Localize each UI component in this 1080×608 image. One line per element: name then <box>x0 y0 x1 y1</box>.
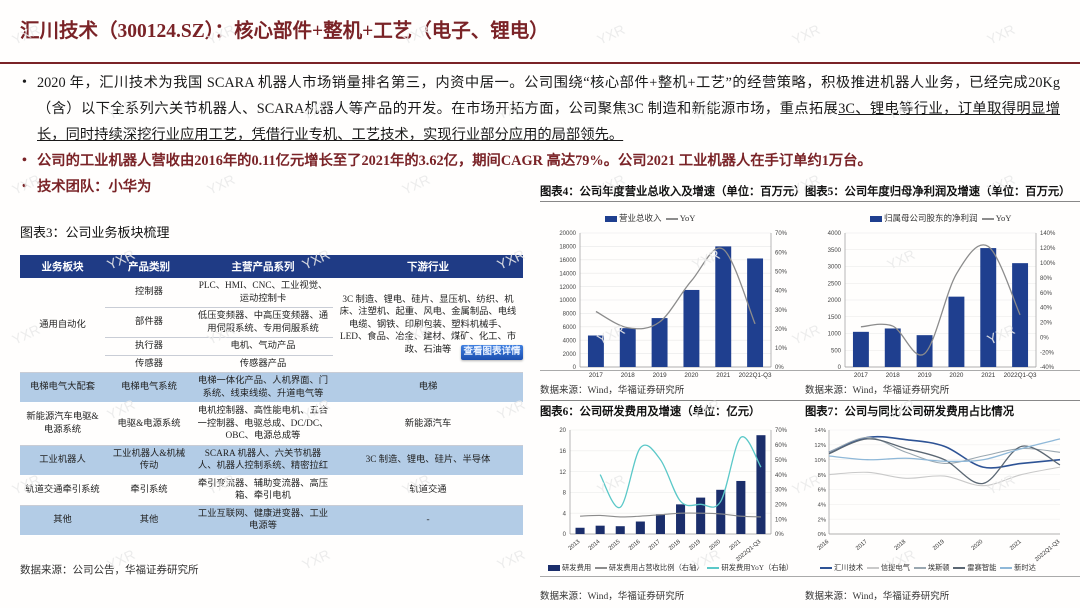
svg-text:20000: 20000 <box>559 231 576 237</box>
svg-text:30%: 30% <box>775 308 788 314</box>
svg-text:20: 20 <box>559 428 566 434</box>
svg-text:2013: 2013 <box>568 539 582 552</box>
svg-text:2500: 2500 <box>828 281 842 287</box>
svg-text:20%: 20% <box>775 502 788 508</box>
svg-text:20%: 20% <box>1040 321 1053 327</box>
svg-text:0%: 0% <box>775 365 784 371</box>
svg-text:40%: 40% <box>1040 306 1053 312</box>
svg-text:0%: 0% <box>818 532 826 538</box>
svg-text:2022Q1-Q3: 2022Q1-Q3 <box>1004 372 1037 379</box>
svg-text:2021: 2021 <box>981 372 996 379</box>
svg-text:1500: 1500 <box>828 315 842 321</box>
svg-text:500: 500 <box>831 348 842 354</box>
svg-text:8%: 8% <box>818 473 826 479</box>
svg-text:12000: 12000 <box>559 285 576 291</box>
svg-text:30%: 30% <box>775 488 788 494</box>
svg-text:10000: 10000 <box>559 298 576 304</box>
svg-text:2017: 2017 <box>589 372 604 379</box>
svg-text:2019: 2019 <box>932 539 946 552</box>
svg-text:140%: 140% <box>1040 231 1056 237</box>
svg-text:2000: 2000 <box>828 298 842 304</box>
svg-text:10%: 10% <box>775 346 788 352</box>
svg-text:2015: 2015 <box>608 539 622 552</box>
svg-text:60%: 60% <box>775 250 788 256</box>
svg-text:2017: 2017 <box>854 372 869 379</box>
svg-text:14%: 14% <box>814 428 826 434</box>
svg-text:1000: 1000 <box>828 332 842 338</box>
svg-text:2018: 2018 <box>668 539 682 552</box>
svg-text:2018: 2018 <box>886 372 901 379</box>
svg-text:3500: 3500 <box>828 248 842 254</box>
svg-text:2016: 2016 <box>628 539 642 552</box>
svg-text:50%: 50% <box>775 458 788 464</box>
svg-text:2018: 2018 <box>894 539 908 552</box>
svg-text:3000: 3000 <box>828 265 842 271</box>
svg-text:0: 0 <box>838 365 842 371</box>
svg-text:0: 0 <box>573 365 577 371</box>
svg-text:4: 4 <box>563 511 567 517</box>
svg-text:2017: 2017 <box>648 539 662 552</box>
svg-text:2021: 2021 <box>1009 539 1023 552</box>
svg-text:2020: 2020 <box>684 372 699 379</box>
svg-text:2016: 2016 <box>817 539 831 552</box>
svg-text:12%: 12% <box>814 443 826 449</box>
svg-text:-40%: -40% <box>1040 365 1055 371</box>
svg-text:-20%: -20% <box>1040 350 1055 356</box>
svg-text:8000: 8000 <box>563 312 577 318</box>
svg-text:2014: 2014 <box>588 538 602 551</box>
svg-text:100%: 100% <box>1040 261 1056 267</box>
svg-text:2020: 2020 <box>949 372 964 379</box>
svg-text:2022Q1-Q3: 2022Q1-Q3 <box>739 372 772 379</box>
svg-text:40%: 40% <box>775 473 788 479</box>
svg-text:70%: 70% <box>775 231 788 237</box>
svg-text:20%: 20% <box>775 327 788 333</box>
svg-text:80%: 80% <box>1040 276 1053 282</box>
svg-text:2019: 2019 <box>688 539 702 552</box>
svg-text:2019: 2019 <box>653 372 668 379</box>
svg-text:2020: 2020 <box>971 539 985 552</box>
svg-text:6000: 6000 <box>563 325 577 331</box>
svg-text:2021: 2021 <box>728 539 742 552</box>
svg-text:70%: 70% <box>775 428 788 434</box>
svg-text:0%: 0% <box>1040 335 1049 341</box>
svg-text:2021: 2021 <box>716 372 731 379</box>
svg-text:60%: 60% <box>1040 291 1053 297</box>
svg-text:40%: 40% <box>775 289 788 295</box>
svg-text:18000: 18000 <box>559 245 576 251</box>
svg-text:4000: 4000 <box>828 231 842 237</box>
svg-text:16000: 16000 <box>559 258 576 264</box>
svg-text:10%: 10% <box>814 458 826 464</box>
svg-text:2020: 2020 <box>708 539 722 552</box>
svg-text:4%: 4% <box>818 502 826 508</box>
svg-text:60%: 60% <box>775 443 788 449</box>
svg-text:2022Q1-Q3: 2022Q1-Q3 <box>1034 539 1061 563</box>
svg-text:0: 0 <box>563 532 567 538</box>
svg-text:8: 8 <box>563 491 567 497</box>
svg-text:2017: 2017 <box>855 539 869 552</box>
svg-text:4000: 4000 <box>563 338 577 344</box>
svg-text:16: 16 <box>559 449 566 455</box>
svg-text:10%: 10% <box>775 517 788 523</box>
svg-text:14000: 14000 <box>559 271 576 277</box>
svg-text:2%: 2% <box>818 517 826 523</box>
svg-text:12: 12 <box>559 470 566 476</box>
svg-text:2019: 2019 <box>918 372 933 379</box>
svg-text:50%: 50% <box>775 269 788 275</box>
svg-text:6%: 6% <box>818 488 826 494</box>
svg-text:2018: 2018 <box>621 372 636 379</box>
svg-text:0%: 0% <box>775 532 784 538</box>
svg-text:120%: 120% <box>1040 246 1056 252</box>
svg-text:2000: 2000 <box>563 352 577 358</box>
